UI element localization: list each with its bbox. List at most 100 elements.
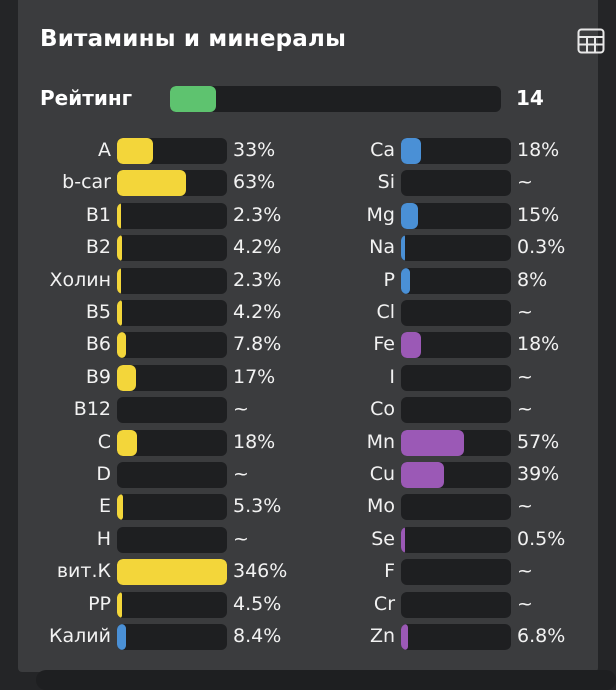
minerals-bar <box>401 300 511 326</box>
vitamins-bar-fill <box>117 429 137 456</box>
vitamins-row: C 18% <box>0 429 330 456</box>
vitamins-value: 63% <box>233 171 276 194</box>
vitamins-label: B6 <box>85 333 111 356</box>
minerals-row: P 8% <box>282 267 612 294</box>
vitamins-bar <box>117 624 227 650</box>
minerals-bar <box>401 267 511 294</box>
minerals-bar-fill <box>401 624 409 650</box>
bottom-bar <box>36 670 616 690</box>
minerals-value: ~ <box>517 560 533 583</box>
minerals-bar <box>401 332 511 359</box>
minerals-label: Na <box>369 236 395 259</box>
minerals-row: Ca 18% <box>282 138 612 164</box>
vitamins-bar <box>117 462 227 488</box>
minerals-value: 0.3% <box>517 236 566 259</box>
minerals-row: Fe 18% <box>282 332 612 359</box>
vitamins-label: Калий <box>49 625 111 647</box>
vitamins-label: B5 <box>85 301 111 323</box>
table-icon[interactable] <box>577 28 605 54</box>
vitamins-row: A 33% <box>0 138 330 164</box>
minerals-bar-fill <box>401 462 444 488</box>
vitamins-row: B2 4.2% <box>0 235 330 262</box>
vitamins-bar <box>117 138 227 164</box>
rating-bar-fill <box>170 86 217 112</box>
vitamins-value: 7.8% <box>233 333 282 356</box>
vitamins-value: ~ <box>233 398 249 421</box>
minerals-row: Zn 6.8% <box>282 624 612 650</box>
vitamins-row: вит.К 346% <box>0 559 330 586</box>
vitamins-value: 33% <box>233 139 276 161</box>
minerals-bar <box>401 235 511 262</box>
minerals-value: ~ <box>517 398 533 421</box>
minerals-bar-fill <box>401 332 421 359</box>
vitamins-bar-fill <box>117 202 121 229</box>
minerals-label: Ca <box>370 139 395 161</box>
vitamins-bar-fill <box>117 364 136 391</box>
vitamins-label: B12 <box>73 398 111 421</box>
minerals-label: Cu <box>369 463 395 485</box>
vitamins-bar-fill <box>117 235 122 262</box>
minerals-value: ~ <box>517 301 533 323</box>
vitamins-label: A <box>98 139 111 161</box>
minerals-row: Mn 57% <box>282 429 612 456</box>
minerals-row: Co ~ <box>282 397 612 424</box>
minerals-label: Cr <box>373 592 395 615</box>
minerals-row: Mo ~ <box>282 494 612 521</box>
minerals-bar <box>401 202 511 229</box>
vitamins-label: E <box>98 495 111 518</box>
minerals-label: I <box>389 365 395 388</box>
minerals-bar <box>401 429 511 456</box>
vitamins-row: D ~ <box>0 462 330 488</box>
minerals-value: 15% <box>517 203 560 226</box>
vitamins-bar <box>117 429 227 456</box>
minerals-row: Si ~ <box>282 170 612 197</box>
vitamins-value: 4.5% <box>233 592 282 615</box>
minerals-value: 6.8% <box>517 625 566 647</box>
minerals-label: Co <box>370 398 395 421</box>
vitamins-bar-fill <box>117 170 187 197</box>
minerals-row: Cu 39% <box>282 462 612 488</box>
vitamins-bar <box>117 300 227 326</box>
vitamins-label: Холин <box>49 268 111 291</box>
vitamins-bar <box>117 591 227 618</box>
minerals-value: 0.5% <box>517 527 566 550</box>
vitamins-bar-fill <box>117 591 122 618</box>
vitamins-bar <box>117 559 227 586</box>
rating-value: 14 <box>516 86 544 110</box>
vitamins-bar <box>117 170 227 197</box>
vitamins-value: 5.3% <box>233 495 282 518</box>
panel-title: Витамины и минералы <box>40 26 347 52</box>
vitamins-bar <box>117 267 227 294</box>
vitamins-bar-fill <box>117 624 127 650</box>
vitamins-row: B6 7.8% <box>0 332 330 359</box>
vitamins-bar <box>117 526 227 553</box>
minerals-bar <box>401 138 511 164</box>
minerals-value: ~ <box>517 592 533 615</box>
vitamins-label: b-car <box>62 171 111 194</box>
vitamins-bar-fill <box>117 267 121 294</box>
minerals-value: 18% <box>517 139 560 161</box>
vitamins-label: B9 <box>85 365 111 388</box>
vitamins-row: B12 ~ <box>0 397 330 424</box>
minerals-bar-fill <box>401 138 421 164</box>
minerals-row: I ~ <box>282 364 612 391</box>
vitamins-bar-fill <box>117 300 122 326</box>
vitamins-value: 346% <box>233 560 288 583</box>
vitamins-bar <box>117 397 227 424</box>
minerals-bar <box>401 170 511 197</box>
vitamins-row: E 5.3% <box>0 494 330 521</box>
minerals-value: ~ <box>517 495 533 518</box>
vitamins-value: 2.3% <box>233 268 282 291</box>
minerals-label: Mn <box>366 430 395 453</box>
vitamins-value: 4.2% <box>233 301 282 323</box>
vitamins-bar <box>117 202 227 229</box>
minerals-row: Cl ~ <box>282 300 612 326</box>
minerals-bar-fill <box>401 267 410 294</box>
vitamins-row: B1 2.3% <box>0 202 330 229</box>
vitamins-row: B5 4.2% <box>0 300 330 326</box>
vitamins-value: ~ <box>233 527 249 550</box>
minerals-label: F <box>384 560 395 583</box>
minerals-value: ~ <box>517 171 533 194</box>
vitamins-bar <box>117 235 227 262</box>
vitamins-label: B1 <box>85 203 111 226</box>
